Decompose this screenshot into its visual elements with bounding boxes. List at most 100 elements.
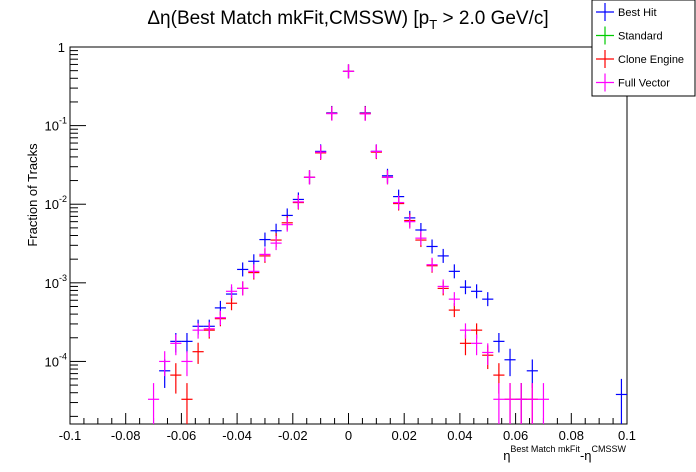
data-point — [459, 323, 472, 339]
data-point — [170, 334, 182, 356]
series-full-vector — [147, 64, 550, 424]
x-axis-label-mid: -η — [580, 448, 592, 463]
data-point — [615, 378, 627, 424]
data-point — [326, 106, 338, 121]
legend-item: Best Hit — [596, 3, 657, 21]
data-point — [393, 195, 405, 210]
legend-label: Standard — [618, 31, 663, 43]
legend-items: Best Hit Standard Clone Engine Full Vector — [596, 3, 684, 92]
data-point — [359, 106, 371, 121]
data-point — [482, 343, 494, 366]
data-point — [415, 231, 427, 246]
x-tick-label: -0.06 — [167, 428, 197, 443]
x-tick-label: -0.04 — [222, 428, 252, 443]
series-best-hit — [159, 64, 627, 424]
legend-label: Best Hit — [618, 7, 657, 19]
y-tick-exponent: -4 — [59, 351, 67, 361]
data-point — [404, 214, 416, 229]
data-point — [381, 170, 394, 185]
data-point — [159, 351, 171, 377]
data-point — [471, 334, 483, 356]
y-axis-label: Fraction of Tracks — [25, 143, 40, 247]
data-point — [471, 284, 483, 299]
data-point — [493, 333, 505, 353]
data-point — [259, 232, 271, 247]
chart-title-subscript: T — [429, 17, 437, 32]
data-point — [259, 247, 271, 262]
data-point — [237, 281, 249, 296]
data-point — [225, 296, 238, 311]
chart-title-suffix: > 2.0 GeV/c] — [437, 8, 548, 29]
data-point — [526, 383, 538, 424]
plot-frame — [69, 46, 628, 425]
y-tick-base: 10 — [45, 119, 59, 134]
data-point — [203, 322, 215, 337]
data-point — [170, 363, 182, 394]
x-tick-label: 0.02 — [392, 428, 417, 443]
data-point — [342, 64, 355, 79]
data-point — [437, 248, 449, 263]
legend-box — [591, 0, 696, 97]
series-clone-engine — [170, 64, 538, 424]
x-tick-label: 0.04 — [447, 428, 472, 443]
data-point — [181, 383, 193, 424]
chart-title-prefix: Δη(Best Match mkFit,CMSSW) [p — [147, 8, 429, 29]
x-tick-label: -0.08 — [111, 428, 141, 443]
data-point — [493, 383, 505, 424]
data-point — [437, 279, 449, 294]
data-point — [370, 144, 382, 159]
data-point — [248, 264, 260, 279]
x-tick-label: -0.1 — [59, 428, 81, 443]
data-point — [515, 383, 527, 424]
y-tick-exponent: -1 — [59, 116, 67, 126]
x-axis-label: ηBest Match mkFit-ηCMSSW — [503, 444, 626, 463]
data-point — [448, 264, 460, 279]
x-axis-label-eta1: η — [503, 448, 510, 463]
data-point — [504, 383, 516, 424]
data-point — [482, 292, 494, 307]
legend-label: Clone Engine — [618, 54, 684, 66]
legend: Best Hit Standard Clone Engine Full Vector — [591, 0, 696, 97]
data-point — [426, 257, 438, 272]
data-point — [181, 351, 193, 377]
data-point — [237, 262, 249, 277]
data-point — [270, 236, 282, 251]
y-tick-base: 10 — [45, 276, 59, 291]
y-tick-label: 10-1 — [45, 116, 67, 134]
data-point — [192, 323, 204, 339]
data-point — [225, 284, 238, 299]
data-point — [292, 194, 304, 209]
data-point — [315, 145, 327, 160]
data-point — [147, 383, 160, 424]
x-tick-label: 0.08 — [559, 428, 584, 443]
y-tick-label: 10-4 — [45, 351, 67, 369]
data-point — [448, 292, 460, 307]
y-tick-label: 10-2 — [45, 194, 67, 212]
x-tick-label: 0 — [345, 428, 352, 443]
data-marks — [147, 64, 627, 424]
x-axis-label-sup2: CMSSW — [592, 444, 627, 454]
data-point — [281, 217, 293, 232]
x-tick-label: 0.1 — [618, 428, 636, 443]
data-point — [181, 333, 193, 353]
legend-item: Full Vector — [596, 73, 670, 92]
y-tick-label: 10-3 — [45, 273, 67, 291]
legend-label: Full Vector — [618, 78, 670, 90]
x-tick-label: -0.02 — [278, 428, 308, 443]
data-point — [214, 310, 226, 326]
data-point — [459, 280, 472, 295]
y-tick-exponent: -2 — [59, 194, 67, 204]
data-point — [192, 342, 204, 364]
chart-title: Δη(Best Match mkFit,CMSSW) [pT > 2.0 GeV… — [147, 8, 548, 32]
x-axis-label-sup1: Best Match mkFit — [510, 444, 580, 454]
legend-item: Clone Engine — [596, 50, 684, 68]
y-tick-base: 10 — [45, 354, 59, 369]
y-tick-label: 1 — [58, 40, 65, 55]
legend-item: Standard — [596, 26, 663, 45]
axes: -0.1 -0.08 -0.06 -0.04 -0.02 0 0.02 0.04 0.06 0.0… — [45, 40, 637, 443]
y-tick-exponent: -3 — [59, 273, 67, 283]
data-point — [537, 383, 550, 424]
y-tick-base: 10 — [45, 197, 59, 212]
